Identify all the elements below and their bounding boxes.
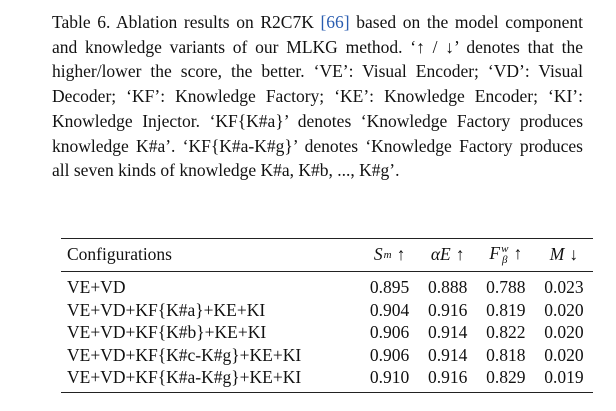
caption-text: Table 6. Ablation results on R2C7K (52, 12, 321, 32)
table-row: VE+VD+KF{K#c-K#g}+KE+KI 0.906 0.914 0.818 0.… (61, 344, 593, 367)
metric-sub: β (502, 253, 508, 266)
config-cell: VE+VD+KF{K#a}+KE+KI (67, 299, 266, 320)
value-cell: 0.888 (428, 276, 468, 297)
metric-symbol: F (489, 243, 501, 263)
metric-sub: m (383, 249, 392, 262)
value-cell: 0.895 (369, 276, 410, 297)
value-cell: 0.822 (486, 322, 526, 343)
value-cell: 0.829 (486, 367, 526, 388)
table-row: VE+VD+KF{K#a}+KE+KI 0.904 0.916 0.819 0.020 (61, 299, 593, 322)
metric-arrow: ↓ (569, 243, 579, 264)
metric-symbol: S (373, 243, 383, 264)
value-cell: 0.788 (486, 276, 526, 297)
metric-arrow: ↑ (513, 243, 523, 263)
value-cell: 0.019 (544, 367, 584, 388)
metric-scripts: m (384, 250, 392, 261)
table-row: VE+VD+KF{K#a-K#g}+KE+KI 0.910 0.916 0.829 0.… (61, 366, 593, 393)
citation[interactable]: [66] (320, 12, 350, 32)
table-row: VE+VD 0.895 0.888 0.788 0.023 (61, 271, 593, 298)
value-cell: 0.020 (544, 322, 584, 343)
value-cell: 0.914 (428, 322, 468, 343)
config-cell: VE+VD+KF{K#a-K#g}+KE+KI (67, 367, 302, 388)
value-cell: 0.906 (369, 344, 410, 365)
metric-sup: w (501, 242, 509, 255)
header-cell: Configurations (67, 243, 172, 264)
metric-symbol: αE (430, 243, 451, 264)
value-cell: 0.020 (544, 344, 584, 365)
value-cell: 0.819 (486, 299, 526, 320)
value-cell: 0.818 (486, 344, 526, 365)
header-cell: M ↓ (535, 239, 593, 272)
caption-text: based on the model component and knowled… (52, 12, 583, 181)
value-cell: 0.904 (369, 299, 410, 320)
value-cell: 0.914 (428, 344, 468, 365)
value-cell: 0.020 (544, 299, 584, 320)
config-cell: VE+VD+KF{K#c-K#g}+KE+KI (67, 344, 302, 365)
config-cell: VE+VD+KF{K#b}+KE+KI (67, 322, 267, 343)
value-cell: 0.023 (544, 276, 584, 297)
value-cell: 0.916 (428, 367, 468, 388)
table-body: VE+VD 0.895 0.888 0.788 0.023 VE+VD+KF{K#a}+K… (61, 271, 593, 393)
metric-arrow: ↑ (455, 243, 465, 264)
value-cell: 0.906 (369, 322, 410, 343)
value-cell: 0.916 (428, 299, 468, 320)
header-cell: αE ↑ (419, 239, 477, 272)
metric-symbol: M (549, 243, 565, 264)
caption: Table 6. Ablation results on R2C7K [66] … (52, 10, 583, 183)
table-row: VE+VD+KF{K#b}+KE+KI 0.906 0.914 0.822 0.020 (61, 321, 593, 344)
metric-arrow: ↑ (396, 243, 406, 264)
value-cell: 0.910 (369, 367, 410, 388)
config-cell: VE+VD (67, 276, 126, 297)
